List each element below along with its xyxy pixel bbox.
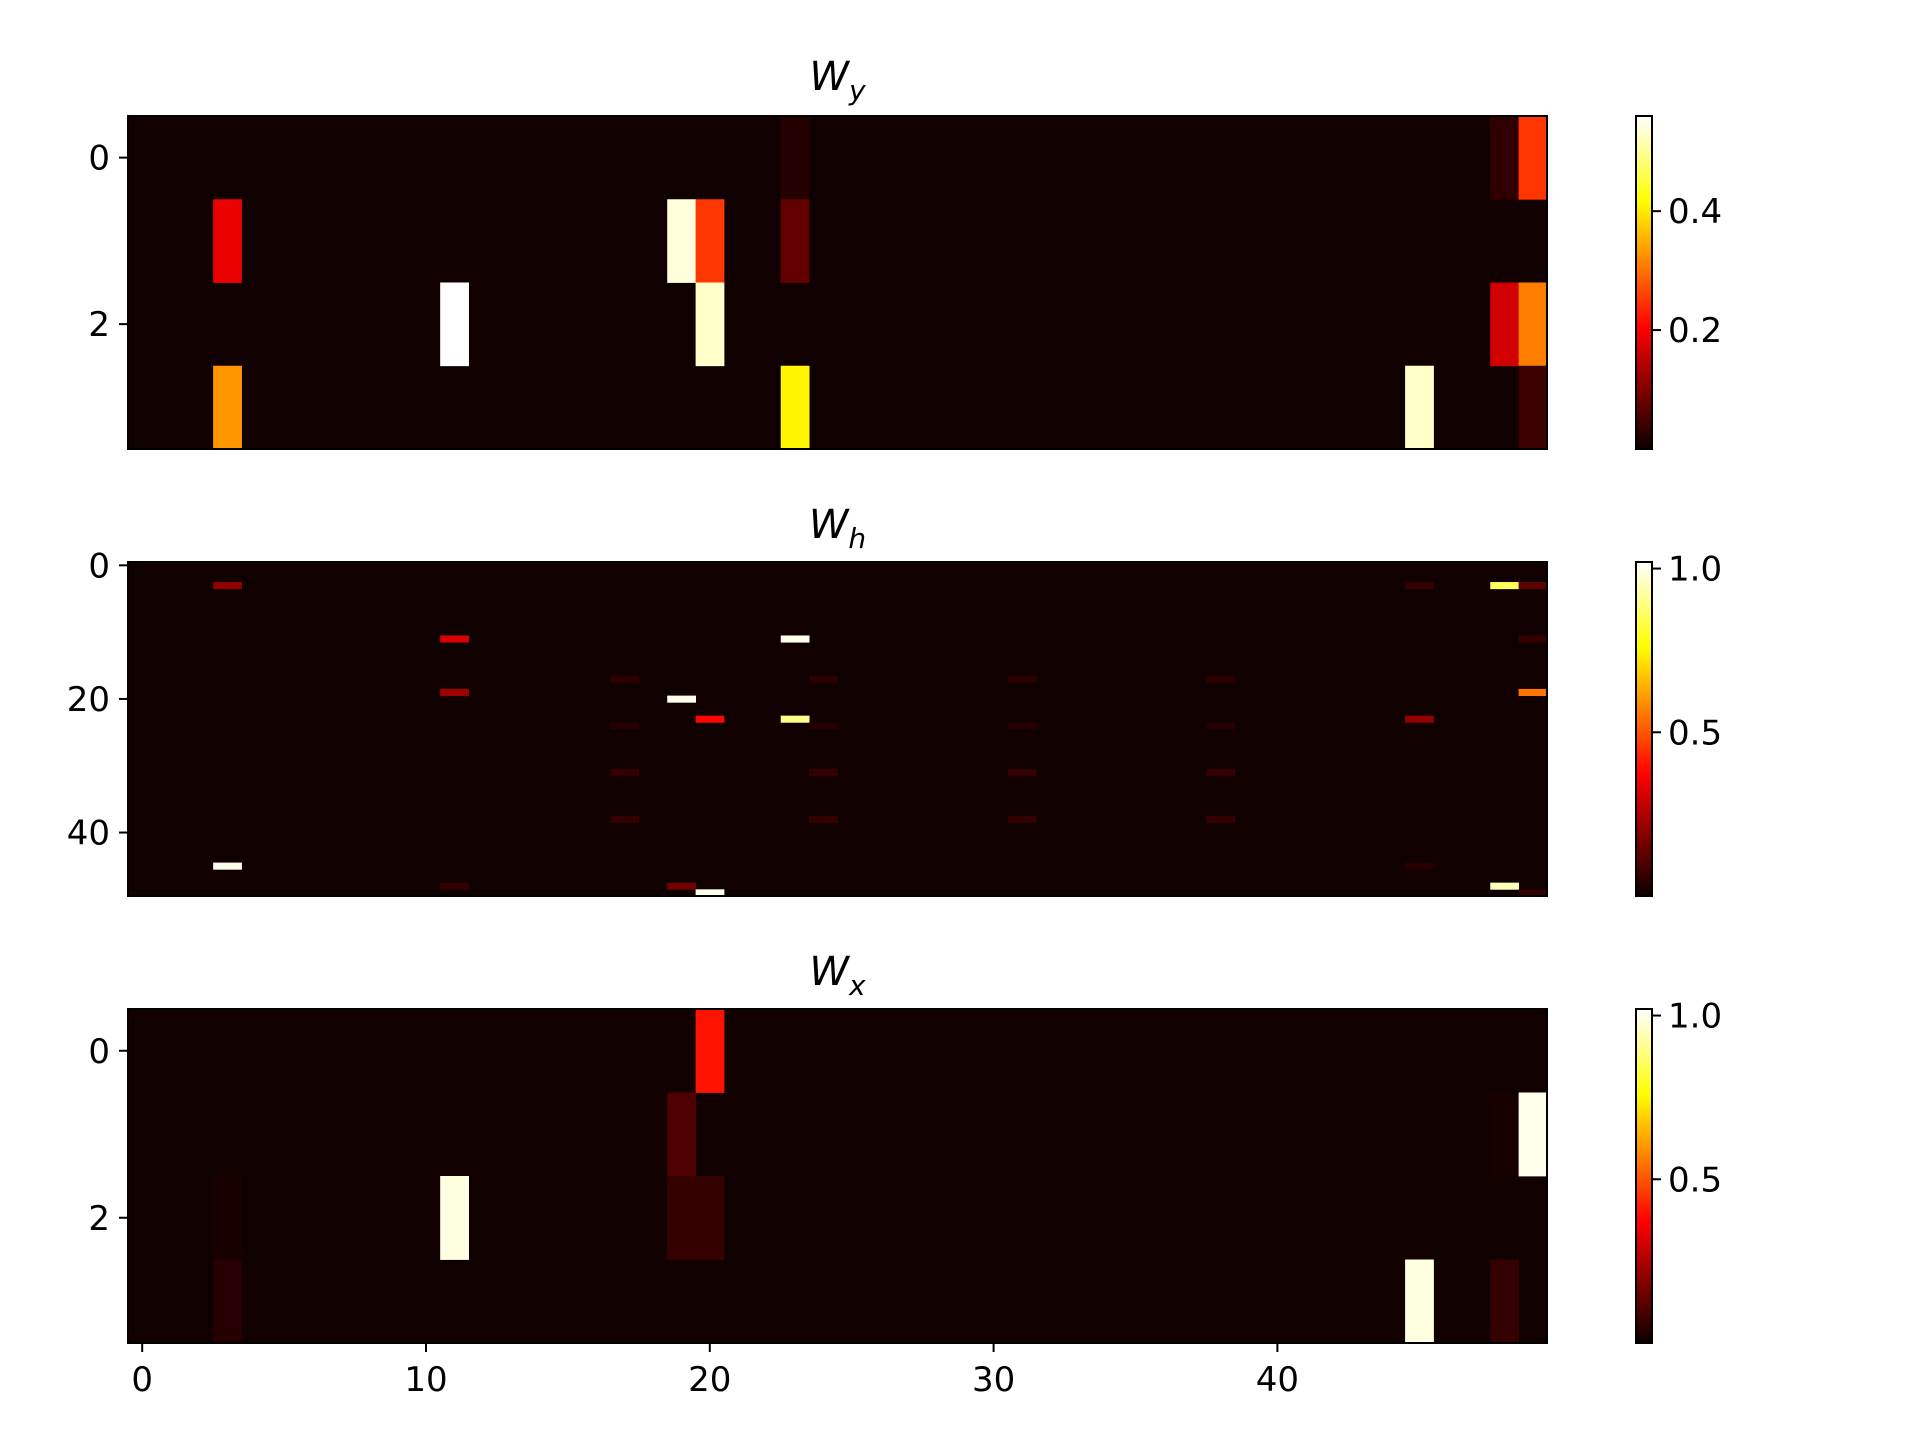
heatmap-cell [1206, 722, 1236, 730]
heatmap-cell [1007, 722, 1037, 730]
heatmap-cell [1518, 365, 1548, 450]
heatmap-cell [780, 715, 810, 723]
heatmap-cell [213, 862, 242, 870]
heatmap-cell [610, 675, 640, 683]
heatmap-cell [667, 1176, 696, 1260]
heatmap-cell [213, 1176, 242, 1260]
heatmap-cell [440, 1176, 469, 1260]
y-tick-label: 2 [88, 305, 110, 345]
heatmap-cell [1405, 582, 1434, 590]
heatmap-cell [440, 882, 469, 890]
heatmap-cell [1518, 1092, 1548, 1177]
colorbar [1636, 116, 1652, 449]
heatmap-cell [780, 116, 810, 200]
heatmap-cell [1518, 582, 1548, 590]
heatmap-cell [809, 722, 838, 730]
heatmap-cell [667, 199, 696, 283]
heatmap-background [128, 116, 1547, 449]
heatmap-panel-1: Wy 0 2 0.2 0.4 [88, 54, 1722, 450]
heatmap-cell [610, 769, 640, 777]
heatmap-cell [809, 769, 838, 777]
heatmap-cell [1405, 715, 1434, 723]
y-tick-label: 0 [88, 546, 110, 586]
colorbar-tick-label: 0.5 [1668, 713, 1722, 753]
heatmap-cell [695, 1009, 725, 1093]
colorbar-tick-label: 0.2 [1668, 311, 1722, 351]
heatmap-cell [1518, 635, 1548, 643]
heatmap-cell [1490, 1259, 1520, 1344]
heatmap-cell [440, 282, 469, 367]
heatmap-cell [1518, 688, 1548, 696]
heatmap-cell [1007, 675, 1037, 683]
heatmap-cell [667, 695, 696, 703]
x-tick-label: 20 [688, 1360, 731, 1400]
colorbar-frame [1635, 561, 1653, 897]
colorbar-tick-label: 0.4 [1668, 192, 1722, 232]
y-tick-label: 20 [67, 680, 110, 720]
y-tick-label: 40 [67, 814, 110, 854]
heatmap-cell [695, 1176, 725, 1260]
heatmap-cell [440, 688, 469, 696]
colorbar-tick-label: 1.0 [1668, 550, 1722, 590]
heatmap-cell [1518, 116, 1548, 200]
colorbar [1636, 1009, 1652, 1343]
heatmap-cell [610, 722, 640, 730]
y-tick-label: 0 [88, 1032, 110, 1072]
heatmap-cell [1490, 282, 1520, 367]
x-tick-label: 10 [404, 1360, 447, 1400]
heatmap-cell [780, 199, 810, 283]
heatmap-cell [667, 1092, 696, 1177]
heatmap-cell [1518, 889, 1548, 897]
panel-title: Wy [809, 54, 866, 107]
heatmap-cell [1518, 282, 1548, 367]
heatmap-cell [213, 365, 242, 450]
heatmap-cell [1007, 769, 1037, 777]
heatmap-cell [695, 715, 725, 723]
heatmap-cell [809, 815, 838, 823]
heatmap-cell [1007, 815, 1037, 823]
y-tick-label: 0 [88, 139, 110, 179]
axes-frame [127, 561, 1548, 897]
heatmap-cell [1206, 769, 1236, 777]
colorbar-frame [1635, 1008, 1653, 1344]
y-tick-label: 2 [88, 1199, 110, 1239]
heatmap-panel-2: Wh 0 20 40 0.5 1.0 [67, 502, 1722, 897]
colorbar [1636, 562, 1652, 896]
heatmap-cell [780, 635, 810, 643]
heatmap-cell [1490, 1092, 1520, 1177]
heatmap-cell [1206, 675, 1236, 683]
heatmap-cell [213, 1259, 242, 1344]
heatmap-cell [1405, 862, 1434, 870]
heatmap-cell [695, 282, 725, 367]
colorbar-tick-label: 0.5 [1668, 1160, 1722, 1200]
axes-frame [127, 1008, 1548, 1344]
heatmap-cell [695, 199, 725, 283]
colorbar-frame [1635, 115, 1653, 450]
heatmap-cell [1206, 815, 1236, 823]
x-tick-label: 30 [972, 1360, 1015, 1400]
x-tick-label: 40 [1256, 1360, 1299, 1400]
heatmap-cell [1490, 582, 1520, 590]
panel-title: Wx [809, 949, 866, 1002]
panel-title: Wh [809, 502, 866, 555]
x-tick-label: 0 [131, 1360, 153, 1400]
heatmap-cell [1490, 882, 1520, 890]
colorbar-tick-label: 1.0 [1668, 997, 1722, 1037]
heatmap-cell [213, 582, 242, 590]
heatmap-cell [667, 882, 696, 890]
heatmap-cell [1405, 1259, 1434, 1344]
heatmap-cell [610, 815, 640, 823]
heatmap-cell [1405, 365, 1434, 450]
heatmap-cell [440, 635, 469, 643]
heatmap-cell [695, 889, 725, 897]
heatmap-cell [780, 365, 810, 450]
heatmap-cell [213, 199, 242, 283]
axes-frame [127, 115, 1548, 450]
heatmap-background [128, 1009, 1547, 1343]
heatmap-cell [809, 675, 838, 683]
heatmap-cell [1490, 116, 1520, 200]
